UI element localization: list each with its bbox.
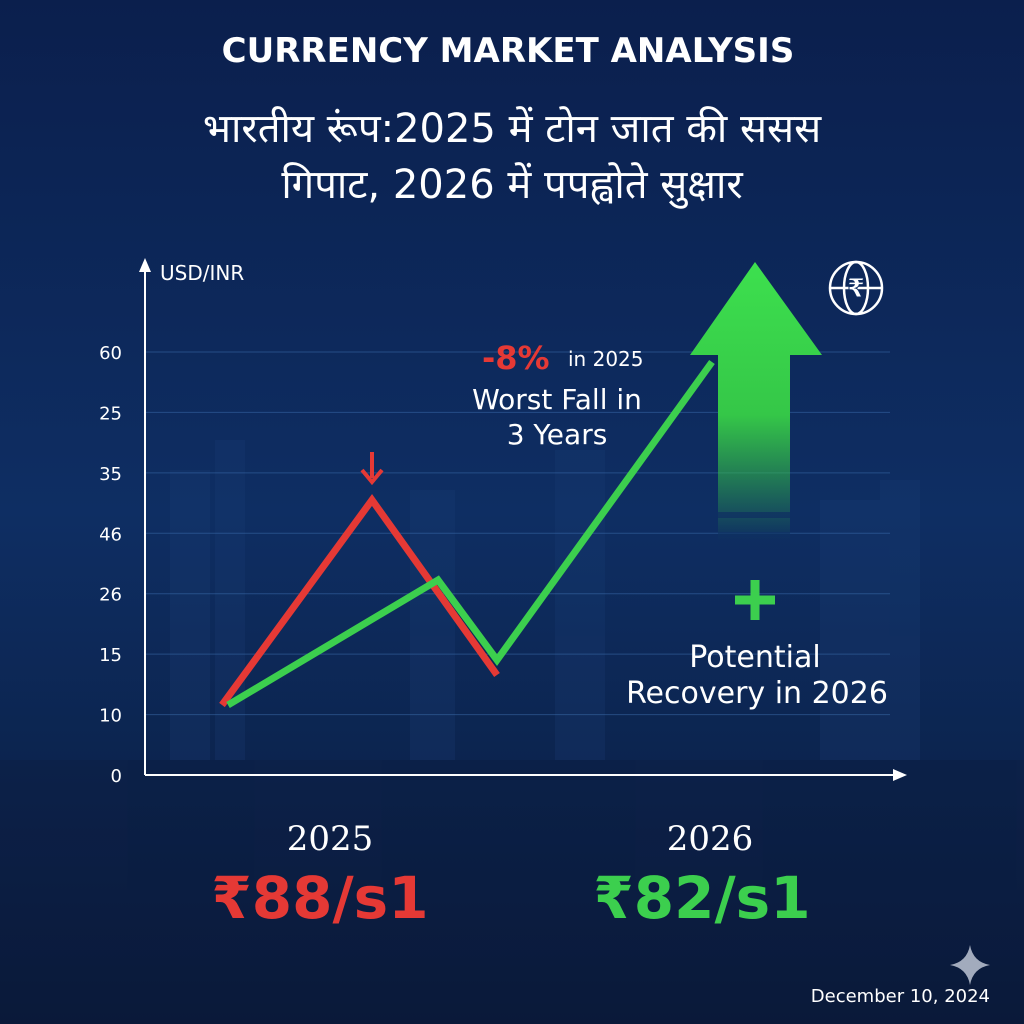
headline: गिपाट, 2026 में पपह्वोते सुक्षार	[281, 162, 743, 209]
axis-arrow	[139, 258, 151, 272]
arrow-stripe	[718, 532, 790, 537]
recovery-arrow	[690, 262, 822, 540]
recovery-note: Recovery in 2026	[626, 676, 888, 711]
y-tick-label: 35	[99, 464, 122, 485]
recovery-note: Potential	[689, 640, 820, 675]
fall-note: 3 Years	[507, 418, 608, 451]
y-tick-label: 60	[99, 343, 122, 364]
arrow-stripe	[718, 512, 790, 518]
axis-arrow	[893, 769, 907, 781]
headline: भारतीय रूंप:2025 में टोन जात की ससस	[203, 106, 822, 152]
city-skyline	[0, 440, 1024, 1024]
y-tick-label: 25	[99, 403, 122, 424]
y-tick-label: 0	[111, 766, 122, 787]
summary-rate: ₹82/s1	[593, 864, 810, 932]
y-tick-label: 15	[99, 645, 122, 666]
recovery-line	[226, 359, 715, 709]
y-tick-label: 10	[99, 706, 122, 727]
fall-note: Worst Fall in	[472, 383, 642, 416]
plus-icon	[735, 580, 775, 620]
fall-period: in 2025	[568, 347, 644, 371]
fall-line	[219, 494, 500, 708]
y-tick-label: 46	[99, 524, 122, 545]
summary-year: 2025	[287, 819, 374, 859]
rupee-globe-icon: ₹	[828, 260, 884, 316]
title: CURRENCY MARKET ANALYSIS	[222, 31, 795, 71]
down-arrow	[360, 452, 384, 486]
date: December 10, 2024	[811, 986, 990, 1007]
svg-text:₹: ₹	[847, 274, 865, 304]
summary-year: 2026	[667, 819, 754, 859]
summary-rate: ₹88/s1	[211, 864, 428, 932]
fall-percent: -8%	[482, 339, 550, 377]
y-tick-label: 26	[99, 585, 122, 606]
sparkle-icon	[950, 945, 990, 985]
axis-label: USD/INR	[160, 261, 244, 285]
